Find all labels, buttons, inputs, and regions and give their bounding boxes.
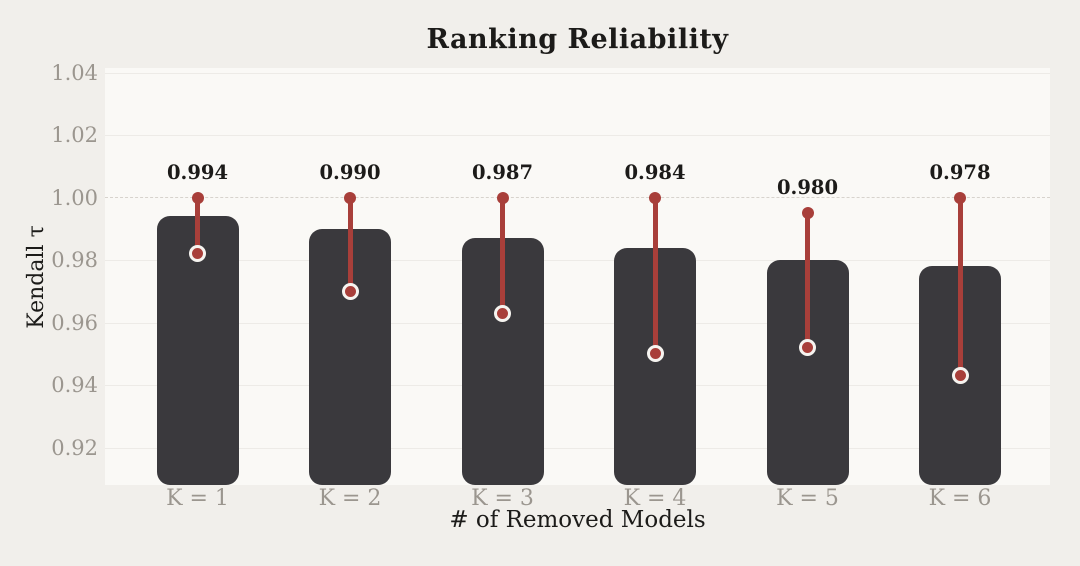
gridline [105, 447, 1050, 449]
gridline [105, 260, 1050, 262]
error-bar-bottom-marker [341, 282, 359, 300]
error-bar-top-dot [191, 191, 204, 204]
y-tick-label: 1.02 [51, 123, 98, 148]
gridline [105, 72, 1050, 74]
value-label: 0.978 [929, 160, 991, 184]
x-tick-label: K = 6 [928, 486, 992, 511]
x-tick-label: K = 5 [776, 486, 839, 511]
value-label: 0.980 [776, 176, 839, 200]
y-tick-label: 0.94 [51, 373, 98, 397]
value-label: 0.994 [166, 160, 229, 184]
error-bar-top-dot [496, 191, 509, 204]
x-tick-label: K = 4 [623, 486, 687, 511]
x-tick-label: K = 3 [471, 486, 534, 511]
y-tick-label: 0.92 [51, 435, 98, 460]
error-bar [805, 213, 810, 348]
error-bar-top-dot [344, 191, 356, 204]
error-bar [652, 197, 658, 354]
error-bar-bottom-marker [951, 367, 969, 385]
gridline [105, 385, 1050, 386]
error-bar [195, 197, 200, 254]
value-label: 0.984 [624, 160, 686, 184]
error-bar [347, 197, 353, 292]
error-bar-bottom-marker [799, 339, 816, 357]
y-tick-label: 0.96 [51, 310, 98, 335]
value-label: 0.987 [471, 160, 534, 184]
error-bar [957, 197, 963, 376]
error-bar [500, 197, 505, 314]
x-tick-label: K = 2 [318, 486, 382, 511]
plot-area: 0.994 0.990 0.987 0.984 0.980 0.978 [105, 68, 1050, 485]
y-tick-label: 0.98 [51, 248, 98, 273]
error-bar-top-dot [649, 191, 661, 204]
chart-title: Ranking Reliability [426, 24, 729, 55]
error-bar-bottom-marker [189, 245, 206, 263]
reference-gridline [105, 196, 1050, 198]
error-bar-top-dot [954, 191, 966, 204]
x-tick-label: K = 1 [166, 486, 229, 511]
y-tick-label: 1.04 [51, 60, 98, 85]
gridline [105, 135, 1050, 137]
error-bar-bottom-marker [494, 304, 511, 322]
value-label: 0.990 [319, 160, 381, 184]
error-bar-bottom-marker [646, 345, 664, 363]
x-axis-label: # of Removed Models [449, 507, 706, 533]
gridline [105, 322, 1050, 324]
error-bar-top-dot [801, 207, 814, 220]
y-tick-label: 1.00 [51, 185, 98, 210]
